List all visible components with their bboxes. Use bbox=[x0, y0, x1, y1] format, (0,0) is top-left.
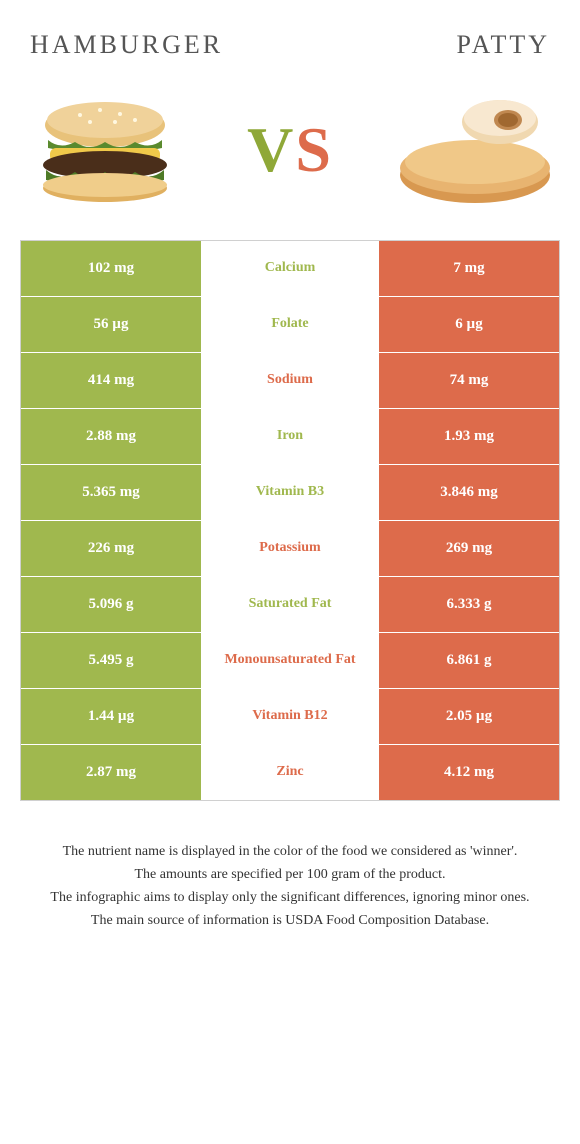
left-value-cell: 2.88 mg bbox=[21, 409, 201, 464]
vs-row: VS bbox=[20, 80, 560, 240]
right-value-cell: 3.846 mg bbox=[379, 465, 559, 520]
right-value-cell: 74 mg bbox=[379, 353, 559, 408]
table-row: 102 mgCalcium7 mg bbox=[21, 241, 559, 297]
left-value-cell: 414 mg bbox=[21, 353, 201, 408]
nutrient-name-cell: Calcium bbox=[201, 241, 379, 296]
nutrient-name-cell: Monounsaturated Fat bbox=[201, 633, 379, 688]
nutrient-name-cell: Saturated Fat bbox=[201, 577, 379, 632]
right-food-title: Patty bbox=[456, 30, 550, 60]
left-value-cell: 56 µg bbox=[21, 297, 201, 352]
patty-icon bbox=[390, 90, 560, 210]
table-row: 5.096 gSaturated Fat6.333 g bbox=[21, 577, 559, 633]
right-value-cell: 6.861 g bbox=[379, 633, 559, 688]
left-value-cell: 102 mg bbox=[21, 241, 201, 296]
table-row: 1.44 µgVitamin B122.05 µg bbox=[21, 689, 559, 745]
table-row: 2.88 mgIron1.93 mg bbox=[21, 409, 559, 465]
nutrient-name-cell: Vitamin B3 bbox=[201, 465, 379, 520]
table-row: 5.495 gMonounsaturated Fat6.861 g bbox=[21, 633, 559, 689]
left-value-cell: 2.87 mg bbox=[21, 745, 201, 800]
infographic-container: Hamburger Patty VS bbox=[0, 0, 580, 973]
left-food-title: Hamburger bbox=[30, 30, 223, 60]
header-row: Hamburger Patty bbox=[20, 30, 560, 80]
nutrient-name-cell: Zinc bbox=[201, 745, 379, 800]
right-value-cell: 6 µg bbox=[379, 297, 559, 352]
left-value-cell: 1.44 µg bbox=[21, 689, 201, 744]
left-value-cell: 5.096 g bbox=[21, 577, 201, 632]
vs-s-letter: S bbox=[295, 114, 333, 185]
nutrient-name-cell: Vitamin B12 bbox=[201, 689, 379, 744]
right-value-cell: 2.05 µg bbox=[379, 689, 559, 744]
vs-label: VS bbox=[247, 113, 333, 187]
vs-v-letter: V bbox=[247, 114, 295, 185]
right-value-cell: 269 mg bbox=[379, 521, 559, 576]
footer-notes: The nutrient name is displayed in the co… bbox=[20, 801, 560, 931]
footer-note-line: The main source of information is USDA F… bbox=[30, 910, 550, 931]
nutrient-table: 102 mgCalcium7 mg56 µgFolate6 µg414 mgSo… bbox=[20, 240, 560, 801]
table-row: 5.365 mgVitamin B33.846 mg bbox=[21, 465, 559, 521]
footer-note-line: The nutrient name is displayed in the co… bbox=[30, 841, 550, 862]
right-value-cell: 4.12 mg bbox=[379, 745, 559, 800]
footer-note-line: The infographic aims to display only the… bbox=[30, 887, 550, 908]
hamburger-icon bbox=[20, 90, 190, 210]
right-value-cell: 1.93 mg bbox=[379, 409, 559, 464]
table-row: 414 mgSodium74 mg bbox=[21, 353, 559, 409]
nutrient-name-cell: Potassium bbox=[201, 521, 379, 576]
left-value-cell: 226 mg bbox=[21, 521, 201, 576]
table-row: 56 µgFolate6 µg bbox=[21, 297, 559, 353]
footer-note-line: The amounts are specified per 100 gram o… bbox=[30, 864, 550, 885]
left-value-cell: 5.495 g bbox=[21, 633, 201, 688]
nutrient-name-cell: Iron bbox=[201, 409, 379, 464]
table-row: 2.87 mgZinc4.12 mg bbox=[21, 745, 559, 801]
table-row: 226 mgPotassium269 mg bbox=[21, 521, 559, 577]
right-value-cell: 7 mg bbox=[379, 241, 559, 296]
right-value-cell: 6.333 g bbox=[379, 577, 559, 632]
nutrient-name-cell: Folate bbox=[201, 297, 379, 352]
left-value-cell: 5.365 mg bbox=[21, 465, 201, 520]
nutrient-name-cell: Sodium bbox=[201, 353, 379, 408]
